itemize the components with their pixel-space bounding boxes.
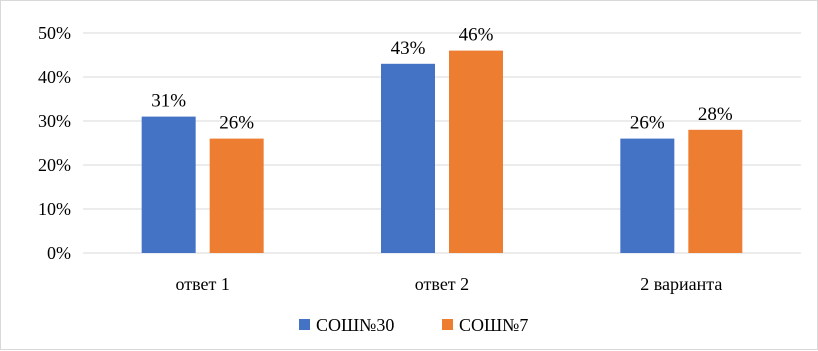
- data-labels: 31% 26% 43% 46% 26% 28%: [151, 25, 733, 134]
- y-tick-label: 40%: [38, 67, 71, 87]
- bars: [141, 50, 743, 253]
- legend-swatch: [299, 319, 310, 330]
- y-tick-label: 50%: [38, 23, 71, 43]
- y-tick-label: 20%: [38, 155, 71, 175]
- legend-label: СОШ№7: [459, 315, 528, 335]
- gridlines: [83, 32, 801, 254]
- data-label: 46%: [459, 25, 494, 46]
- x-category-label: ответ 2: [415, 274, 469, 294]
- data-label: 28%: [698, 104, 733, 125]
- bar: [688, 129, 743, 253]
- legend-swatch: [442, 319, 453, 330]
- data-label: 26%: [219, 113, 254, 134]
- bar: [141, 116, 196, 253]
- data-label: 31%: [151, 91, 186, 112]
- legend-label: СОШ№30: [316, 315, 394, 335]
- bar: [620, 138, 675, 253]
- legend: СОШ№30 СОШ№7: [299, 315, 528, 335]
- y-tick-label: 10%: [38, 199, 71, 219]
- y-axis-ticks: 0% 10% 20% 30% 40% 50%: [38, 23, 71, 263]
- bar: [449, 50, 503, 253]
- y-tick-label: 30%: [38, 111, 71, 131]
- y-tick-label: 0%: [47, 243, 71, 263]
- bar: [381, 63, 435, 253]
- data-label: 43%: [391, 38, 426, 59]
- data-label: 26%: [630, 113, 665, 134]
- x-category-label: 2 варианта: [640, 274, 722, 294]
- x-category-label: ответ 1: [175, 274, 229, 294]
- x-axis-categories: ответ 1 ответ 2 2 варианта: [175, 274, 722, 294]
- bar: [209, 138, 264, 253]
